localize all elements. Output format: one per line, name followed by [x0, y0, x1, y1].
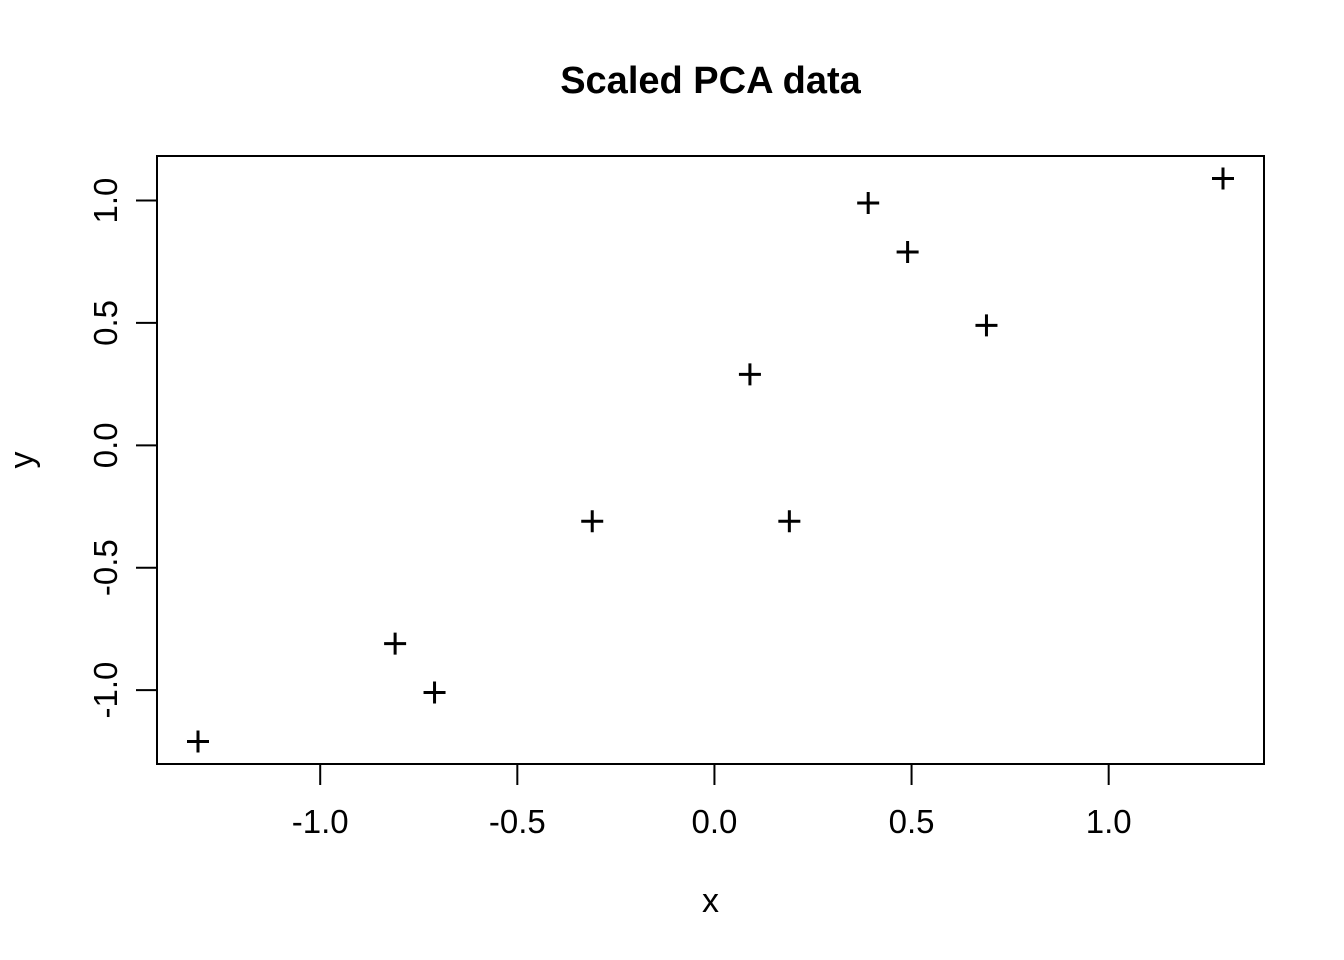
chart-title: Scaled PCA data — [560, 60, 861, 102]
y-tick-label: 1.0 — [87, 178, 124, 224]
y-tick-label: -1.0 — [87, 662, 124, 719]
x-tick-label: 1.0 — [1086, 803, 1132, 840]
x-tick-label: -1.0 — [292, 803, 349, 840]
data-point-marker — [738, 363, 761, 386]
data-point-marker — [581, 510, 604, 533]
data-point-marker — [778, 510, 801, 533]
x-axis-label: x — [702, 882, 719, 920]
plot-box — [156, 155, 1265, 765]
x-tick-label: 0.5 — [889, 803, 935, 840]
y-tick-label: 0.0 — [87, 422, 124, 468]
x-tick-label: 0.0 — [692, 803, 738, 840]
plot-area: -1.0 -0.5 0.0 0.5 1.0 -1.0 -0.5 0.0 0.5 1.0 — [87, 155, 1265, 840]
data-point-marker — [975, 314, 998, 337]
data-point-marker — [1212, 167, 1234, 190]
data-point-marker — [857, 191, 880, 214]
y-tick-label: -0.5 — [87, 539, 124, 596]
y-tick-label: 0.5 — [87, 300, 124, 346]
data-point-marker — [384, 632, 407, 655]
data-point-marker — [187, 730, 209, 753]
x-tick-label: -0.5 — [489, 803, 546, 840]
data-point-marker — [896, 240, 919, 263]
y-axis-label: y — [3, 452, 41, 469]
data-point-marker — [423, 681, 446, 704]
